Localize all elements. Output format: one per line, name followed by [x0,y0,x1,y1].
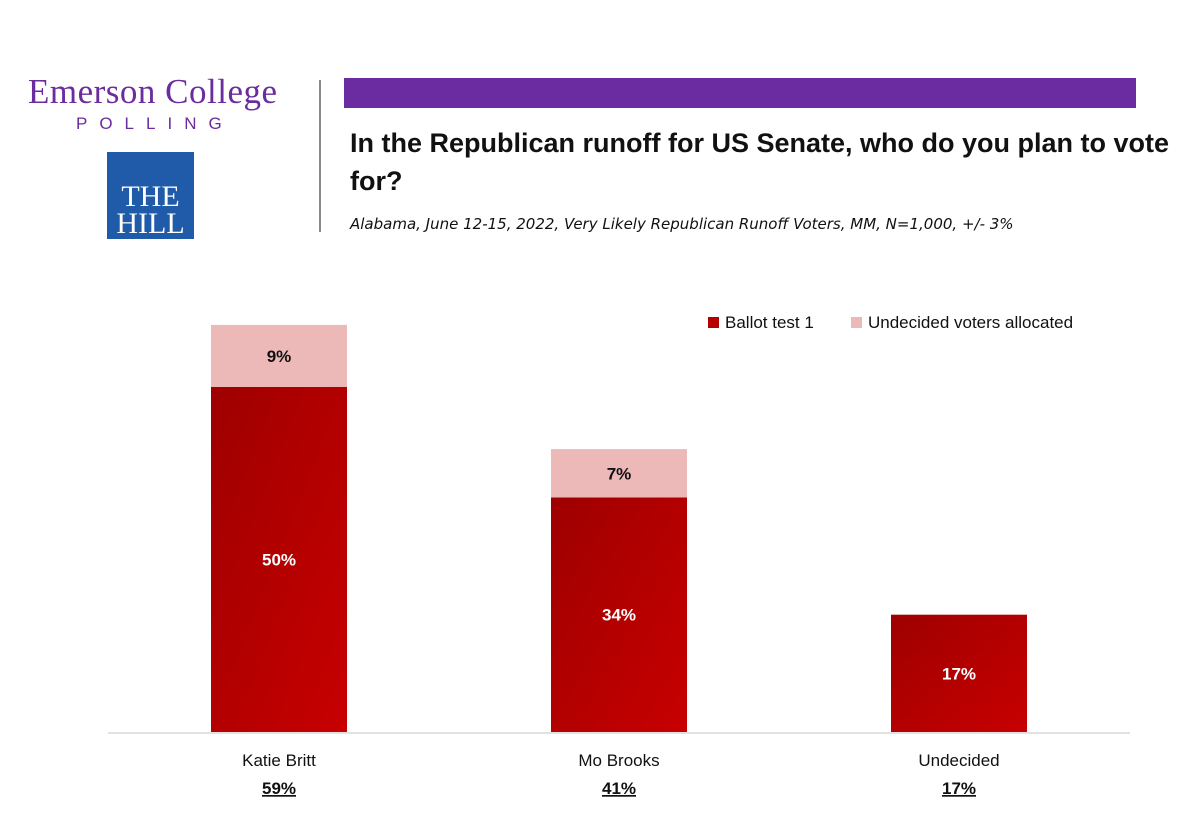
category-total-1: 59% [262,779,296,798]
legend-swatch-ballot-test [708,317,719,328]
header-divider [319,80,321,232]
bar-allocated-2 [551,449,687,498]
legend-label-ballot-test: Ballot test 1 [725,313,814,332]
category-label-2: Mo Brooks [578,751,659,770]
category-label-3: Undecided [918,751,999,770]
category-label-1: Katie Britt [242,751,316,770]
bar-label-ballot-1: 50% [262,551,296,570]
category-total-2: 41% [602,779,636,798]
bar-allocated-1 [211,324,347,387]
chart-subtitle: Alabama, June 12-15, 2022, Very Likely R… [350,215,1014,233]
bar-label-allocated-1: 9% [267,347,292,366]
bar-label-ballot-3: 17% [942,664,976,683]
header-accent-bar [344,78,1136,108]
bar-ballot-test-2 [551,497,687,732]
the-hill-logo: THE HILL [107,152,194,239]
logo-brand-sub: POLLING [76,114,234,133]
legend-swatch-undecided-allocated [851,317,862,328]
bar-ballot-test-3 [891,614,1027,732]
legend-label-undecided-allocated: Undecided voters allocated [868,313,1073,332]
the-hill-logo-line2: HILL [116,207,185,240]
chart-title: In the Republican runoff for US Senate, … [350,128,1170,196]
category-total-3: 17% [942,779,976,798]
logo-brand-name: Emerson College [28,72,278,111]
the-hill-logo-line1: THE [121,180,180,213]
bar-ballot-test-1 [211,387,347,732]
bar-label-allocated-2: 7% [607,464,632,483]
emerson-college-polling-logo: Emerson College POLLING [28,72,298,134]
bar-label-ballot-2: 34% [602,606,636,625]
